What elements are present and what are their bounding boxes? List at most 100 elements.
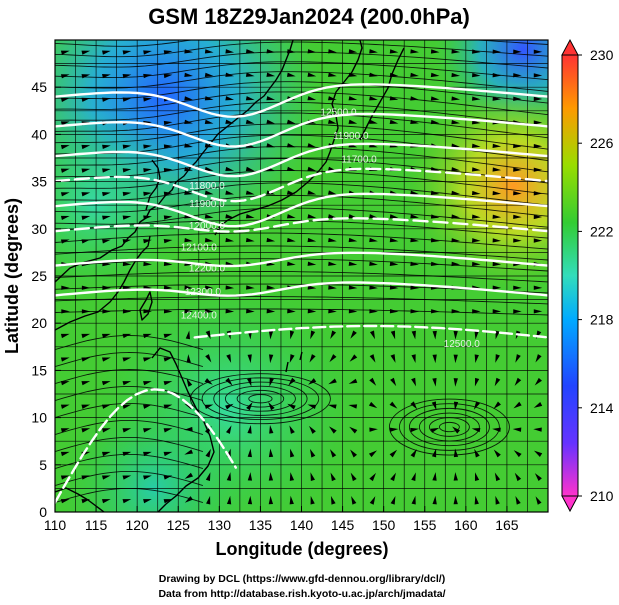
wind-arrowhead xyxy=(389,309,399,314)
wind-arrowhead xyxy=(513,143,522,149)
wind-arrowhead xyxy=(101,381,111,386)
wind-arrowhead xyxy=(369,354,376,363)
wind-arrowhead xyxy=(81,428,91,433)
colorbar-tick-label: 210 xyxy=(590,488,614,504)
wind-arrowhead xyxy=(310,472,315,482)
wind-arrowhead xyxy=(268,402,275,411)
wind-arrowhead xyxy=(226,354,232,363)
wind-arrowhead xyxy=(101,404,111,409)
wind-arrowhead xyxy=(60,428,70,433)
wind-arrowhead xyxy=(451,96,461,101)
y-tick-label: 15 xyxy=(31,362,47,378)
wind-arrowhead xyxy=(410,49,419,54)
wind-arrowhead xyxy=(246,377,252,387)
x-tick-label: 120 xyxy=(125,517,149,533)
wind-arrowhead xyxy=(534,377,542,386)
wind-arrowhead xyxy=(535,354,542,363)
wind-arrowhead xyxy=(225,190,235,195)
wind-arrowhead xyxy=(184,449,193,455)
wind-arrowhead xyxy=(245,49,255,54)
wind-arrowhead xyxy=(533,402,543,408)
x-tick-label: 135 xyxy=(249,517,273,533)
wind-arrowhead xyxy=(349,354,358,362)
y-tick-label: 40 xyxy=(31,126,47,142)
y-tick-label: 20 xyxy=(31,315,47,331)
wind-arrowhead xyxy=(328,49,337,54)
y-tick-label: 25 xyxy=(31,268,47,284)
wind-arrowhead xyxy=(143,357,152,362)
height-contour xyxy=(55,217,548,233)
wind-arrowhead xyxy=(143,333,152,339)
wind-arrowhead xyxy=(307,237,317,243)
wind-arrowhead xyxy=(389,49,399,54)
wind-arrowhead xyxy=(327,190,337,195)
wind-arrowhead xyxy=(225,166,234,172)
height-contour xyxy=(55,83,548,118)
wind-arrowhead xyxy=(328,96,337,101)
wind-arrowhead xyxy=(533,96,543,102)
wind-arrowhead xyxy=(533,191,543,196)
wind-arrowhead xyxy=(204,237,214,243)
wind-arrowhead xyxy=(247,472,253,481)
wind-arrowhead xyxy=(329,449,337,458)
wind-arrowhead xyxy=(492,261,502,267)
wind-arrowhead xyxy=(60,239,70,244)
colorbar-tick-label: 214 xyxy=(590,400,614,416)
wind-arrowhead xyxy=(328,237,337,243)
wind-arrowhead xyxy=(60,97,70,103)
wind-arrowhead xyxy=(411,354,416,363)
wind-arrowhead xyxy=(533,120,543,125)
wind-arrowhead xyxy=(451,72,461,78)
wind-arrowhead xyxy=(184,143,193,148)
streamline xyxy=(398,403,500,451)
wind-arrowhead xyxy=(225,403,234,410)
x-tick-label: 140 xyxy=(290,517,314,533)
wind-arrowhead xyxy=(163,167,173,173)
streamline xyxy=(438,421,460,433)
wind-arrowhead xyxy=(143,451,152,457)
wind-arrowhead xyxy=(471,143,481,148)
height-contour xyxy=(55,142,548,178)
wind-arrowhead xyxy=(307,166,317,171)
colorbar-tick-label: 230 xyxy=(590,47,614,63)
wind-arrowhead xyxy=(515,354,521,363)
wind-arrowhead xyxy=(453,495,458,505)
wind-arrowhead xyxy=(307,214,317,219)
wind-arrowhead xyxy=(369,472,376,482)
wind-arrowhead xyxy=(286,119,296,124)
wind-arrowhead xyxy=(513,285,522,290)
wind-arrowhead xyxy=(184,96,193,101)
wind-arrowhead xyxy=(348,404,358,409)
wind-arrowhead xyxy=(143,50,152,55)
height-contour xyxy=(193,324,548,339)
contour-label: 12200.0 xyxy=(189,263,226,274)
wind-arrowhead xyxy=(492,285,502,290)
wind-arrowhead xyxy=(60,404,70,409)
wind-arrowhead xyxy=(186,378,193,387)
wind-arrowhead xyxy=(533,214,543,220)
wind-arrowhead xyxy=(348,49,358,54)
wind-arrowhead xyxy=(81,215,91,220)
wind-arrowhead xyxy=(492,167,502,172)
wind-arrowhead xyxy=(389,119,399,124)
wind-arrowhead xyxy=(513,401,522,409)
wind-arrowhead xyxy=(81,97,91,102)
wind-arrowhead xyxy=(102,74,111,79)
wind-arrowhead xyxy=(102,168,111,173)
wind-arrowhead xyxy=(286,214,296,219)
wind-arrowhead xyxy=(268,495,274,505)
wind-arrowhead xyxy=(533,238,543,243)
wind-arrowhead xyxy=(269,354,274,364)
wind-arrowhead xyxy=(185,330,191,340)
x-tick-label: 125 xyxy=(167,517,191,533)
wind-arrowhead xyxy=(471,167,481,172)
wind-arrowhead xyxy=(328,378,337,385)
wind-arrowhead xyxy=(143,475,152,480)
wind-arrowhead xyxy=(81,50,91,55)
wind-arrowhead xyxy=(307,404,317,410)
wind-arrowhead xyxy=(184,426,193,432)
wind-arrowhead xyxy=(390,472,396,482)
wind-arrowhead xyxy=(513,450,522,458)
wind-arrowhead xyxy=(266,237,276,243)
wind-arrowhead xyxy=(494,377,501,387)
